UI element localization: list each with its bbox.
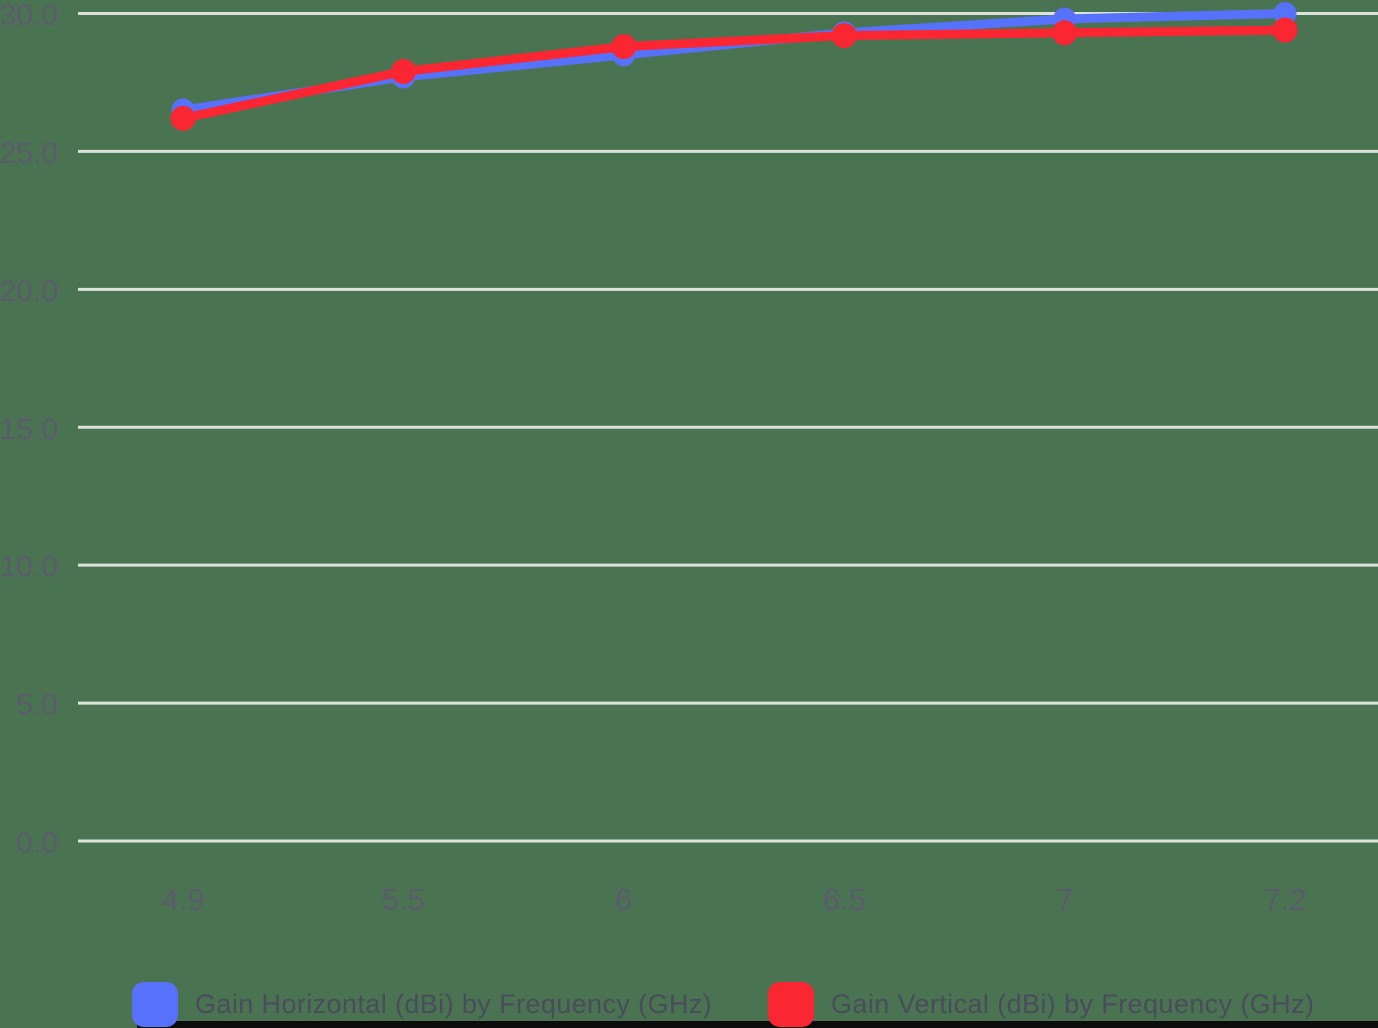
x-tick-label: 5.5 xyxy=(382,882,425,917)
y-tick-label: 5.0 xyxy=(16,689,58,722)
y-tick-label: 30.0 xyxy=(0,0,58,32)
y-tick-label: 10.0 xyxy=(0,551,58,584)
series-1-point-6.5 xyxy=(831,23,857,49)
legend-label-gain-horizontal: Gain Horizontal (dBi) by Frequency (GHz) xyxy=(195,988,713,1019)
legend-swatch-gain-vertical xyxy=(768,981,814,1027)
x-tick-label: 7 xyxy=(1056,882,1073,917)
x-tick-label: 4.9 xyxy=(161,882,204,917)
series-1-point-5.5 xyxy=(390,58,416,84)
legend-swatch-gain-horizontal xyxy=(132,981,178,1027)
legend-item-gain-vertical[interactable]: Gain Vertical (dBi) by Frequency (GHz) xyxy=(768,980,1314,1028)
x-tick-label: 7.2 xyxy=(1263,882,1306,917)
bottom-bar xyxy=(137,1021,1378,1028)
x-tick-label: 6 xyxy=(615,882,632,917)
series-1-point-7.2 xyxy=(1272,17,1298,43)
legend-item-gain-horizontal[interactable]: Gain Horizontal (dBi) by Frequency (GHz) xyxy=(132,980,712,1028)
y-tick-label: 0.0 xyxy=(16,827,58,860)
chart-legend: Gain Horizontal (dBi) by Frequency (GHz)… xyxy=(0,980,1378,1028)
y-tick-label: 20.0 xyxy=(0,275,58,308)
x-tick-label: 6.5 xyxy=(823,882,866,917)
series-1-point-4.9 xyxy=(170,105,196,131)
legend-label-gain-vertical: Gain Vertical (dBi) by Frequency (GHz) xyxy=(831,988,1315,1019)
series-1-point-6 xyxy=(611,34,637,60)
y-tick-label: 25.0 xyxy=(0,137,58,170)
series-1-point-7 xyxy=(1052,20,1078,46)
series-line-1 xyxy=(178,25,1290,123)
y-tick-label: 15.0 xyxy=(0,413,58,446)
